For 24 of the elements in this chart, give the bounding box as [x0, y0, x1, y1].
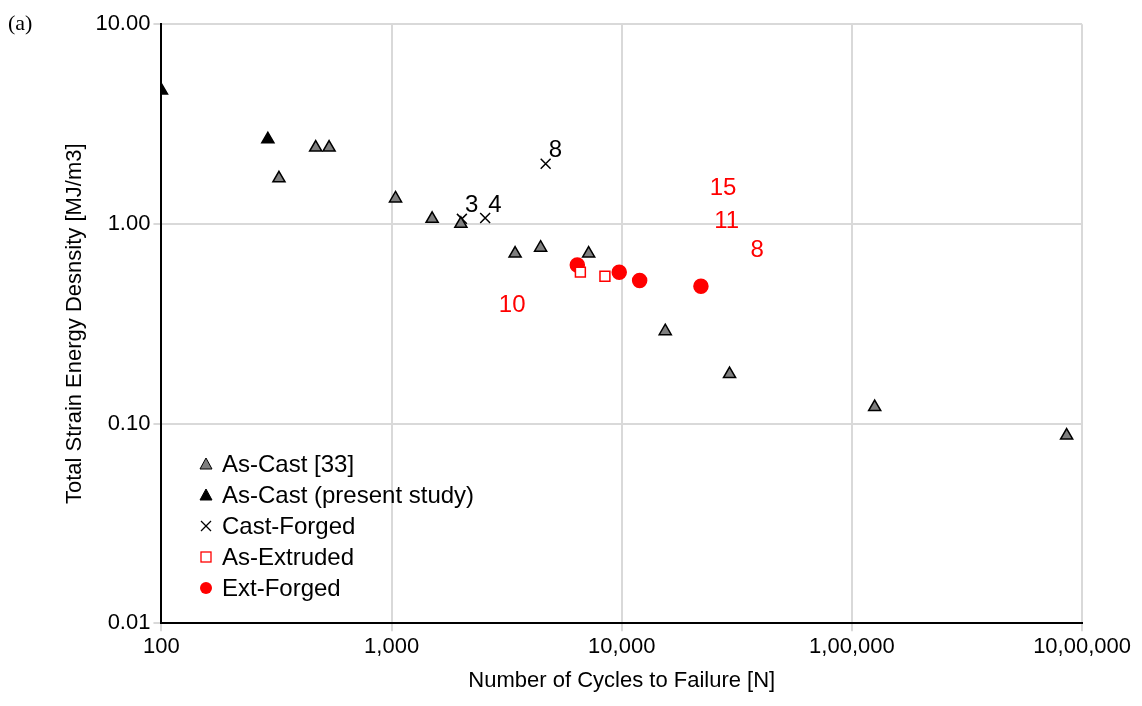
- x-tick-label: 1,00,000: [809, 633, 895, 659]
- legend-label: Ext-Forged: [222, 573, 341, 603]
- annotation: 4: [488, 189, 502, 217]
- annotation: 8: [548, 135, 563, 163]
- x-tick-label: 10,000: [588, 633, 656, 659]
- annotation: 11: [714, 206, 740, 234]
- y-axis-title: Total Strain Energy Desnsity [MJ/m3]: [61, 143, 87, 505]
- y-tick-label: 1.00: [107, 209, 151, 235]
- y-tick-label: 10.00: [95, 10, 151, 36]
- annotation: 3: [464, 190, 479, 218]
- annotation: 10: [498, 290, 526, 318]
- annotation: 15: [709, 172, 737, 200]
- y-tick-label: 0.01: [107, 609, 151, 635]
- x-axis-title: Number of Cycles to Failure [N]: [468, 666, 776, 692]
- text: (a): [8, 10, 33, 36]
- x-tick-label: 10,00,000: [1033, 633, 1131, 659]
- x-tick-label: 100: [143, 633, 180, 659]
- y-tick-label: 0.10: [107, 409, 151, 435]
- legend-label: As-Cast [33]: [222, 449, 355, 479]
- annotation: 8: [750, 235, 764, 263]
- legend-label: Cast-Forged: [222, 511, 356, 541]
- legend-label: As-Cast (present study): [222, 480, 475, 510]
- legend-label: As-Extruded: [222, 542, 355, 572]
- x-tick-label: 1,000: [364, 633, 420, 659]
